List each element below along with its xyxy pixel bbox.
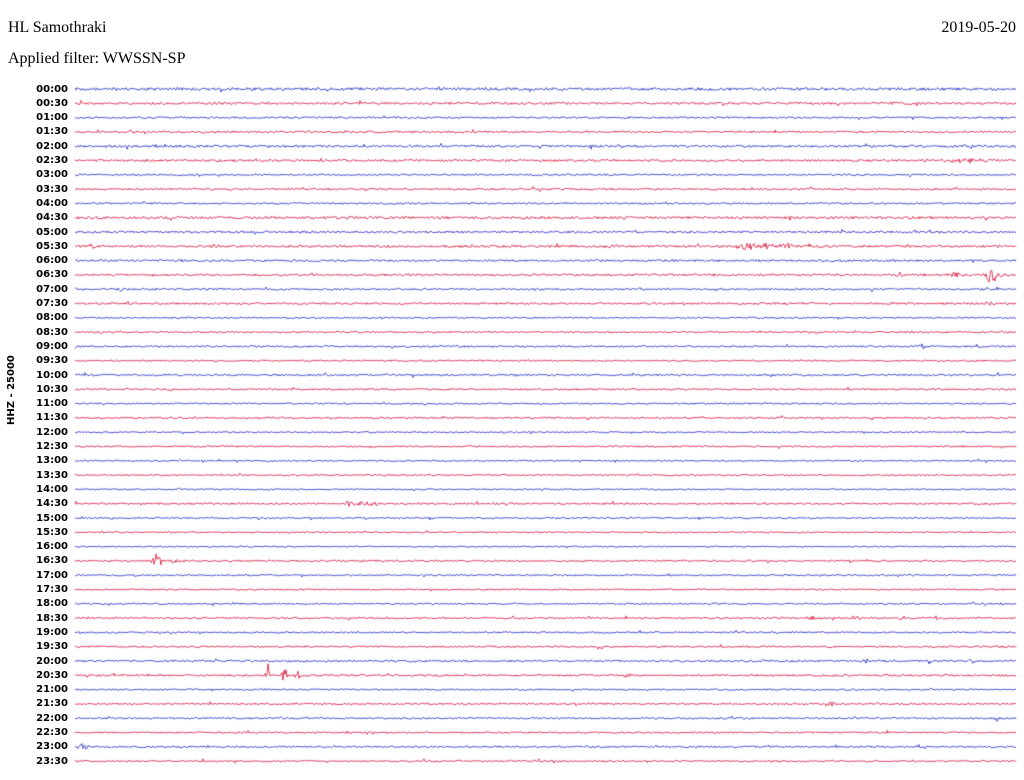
helicorder-page: HL Samothraki 2019-05-20 Applied filter:… [0,0,1024,780]
seismogram-traces [0,0,1024,780]
